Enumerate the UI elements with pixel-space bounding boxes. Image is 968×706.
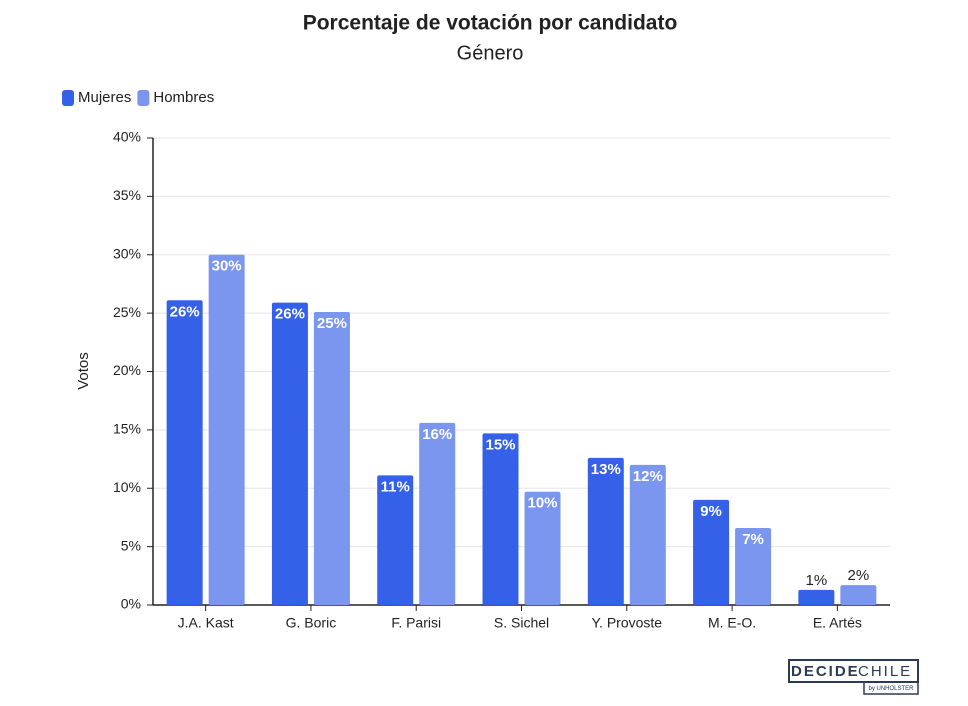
bar — [524, 491, 561, 605]
y-tick-label: 20% — [113, 362, 141, 378]
x-tick-label: Y. Provoste — [592, 615, 663, 631]
bar — [798, 589, 835, 605]
x-tick-label: F. Parisi — [391, 615, 441, 631]
x-tick-label: J.A. Kast — [178, 615, 234, 631]
data-label: 2% — [848, 567, 870, 584]
bar — [587, 457, 624, 605]
data-label: 13% — [591, 461, 621, 478]
y-tick-label: 5% — [121, 537, 141, 553]
data-label: 11% — [381, 478, 410, 495]
data-label: 26% — [170, 303, 200, 320]
bar — [271, 302, 308, 605]
logo-byline: by UNHOLSTER — [868, 686, 914, 692]
y-tick-label: 35% — [113, 187, 141, 203]
legend-swatch — [62, 90, 74, 106]
bar — [208, 254, 245, 605]
data-label: 12% — [633, 468, 663, 485]
x-tick-label: E. Artés — [813, 615, 862, 631]
logo-box — [788, 659, 919, 683]
legend-label: Mujeres — [78, 89, 131, 106]
logo-box — [863, 681, 919, 695]
data-label: 26% — [275, 306, 305, 323]
bar — [629, 464, 666, 605]
y-tick-label: 0% — [121, 596, 141, 612]
logo-text: DECIDE — [791, 663, 860, 680]
bar — [482, 433, 519, 605]
bar — [419, 422, 456, 605]
bar — [313, 311, 350, 605]
data-label: 15% — [485, 436, 515, 453]
chart-title: Porcentaje de votación por candidato — [303, 12, 678, 35]
bar — [166, 300, 203, 605]
x-tick-label: G. Boric — [286, 615, 337, 631]
legend-swatch — [137, 90, 150, 106]
data-label: 30% — [212, 258, 242, 275]
y-tick-label: 10% — [113, 479, 141, 495]
bar — [377, 475, 414, 605]
y-tick-label: 30% — [113, 245, 141, 261]
logo-text: CHILE — [858, 663, 912, 680]
data-label: 1% — [806, 572, 828, 589]
y-tick-label: 40% — [113, 129, 141, 145]
x-tick-label: M. E-O. — [708, 615, 756, 631]
bar — [693, 499, 730, 605]
y-tick-label: 15% — [113, 421, 141, 437]
data-label: 7% — [742, 531, 764, 548]
data-label: 9% — [700, 503, 722, 520]
data-label: 10% — [527, 495, 557, 512]
x-tick-label: S. Sichel — [494, 615, 549, 631]
bar — [840, 585, 877, 605]
y-tick-label: 25% — [113, 304, 141, 320]
legend-label: Hombres — [153, 89, 214, 106]
bar — [735, 527, 772, 605]
chart-subtitle: Género — [457, 42, 524, 64]
data-label: 16% — [422, 426, 452, 443]
data-label: 25% — [317, 315, 347, 332]
logo: DECIDE CHILE by UNHOLSTER — [788, 659, 919, 695]
y-axis-title: Votos — [75, 352, 92, 390]
